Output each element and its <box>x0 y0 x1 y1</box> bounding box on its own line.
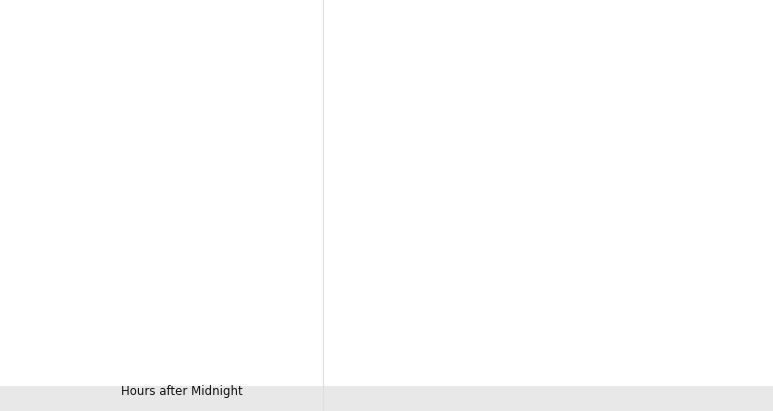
Bar <box>342 366 362 389</box>
Text: ✓: ✓ <box>688 388 698 397</box>
Text: The temperature decreased after 6:00 p.m.: The temperature decreased after 6:00 p.m… <box>373 256 631 269</box>
Text: On this graph, 4:00 p.m. occurs at 16 hours after
midnight, and 6:00 p.m. occurs: On this graph, 4:00 p.m. occurs at 16 ho… <box>342 12 632 93</box>
Text: ✓: ✓ <box>348 372 356 382</box>
Bar <box>342 200 362 222</box>
Text: The temperature increased more quickly between
12:00 p.m. and 4:00 p.m. than bef: The temperature increased more quickly b… <box>373 367 669 396</box>
Bar <box>342 144 362 167</box>
Title: Hourly Temperature: Hourly Temperature <box>104 94 255 107</box>
Text: ✓: ✓ <box>348 150 356 160</box>
Bar <box>342 311 362 333</box>
Text: Luis created the graph below to show the temperature
from 8:00 a.m. (8 hours aft: Luis created the graph below to show the… <box>8 16 332 44</box>
Bar <box>342 255 362 278</box>
Text: Submitted: Submitted <box>709 386 773 399</box>
Text: Hours after Midnight: Hours after Midnight <box>121 385 243 397</box>
Text: The temperature increased until 4:00 p.m.: The temperature increased until 4:00 p.m… <box>373 145 625 158</box>
Y-axis label: Temperature (°F): Temperature (°F) <box>12 184 26 285</box>
Text: ✓: ✓ <box>348 261 356 271</box>
Text: The temperature was not recorded between 4:00 p.m.
and 6:00 p.m.: The temperature was not recorded between… <box>373 201 695 230</box>
Text: −2: −2 <box>55 241 70 251</box>
Circle shape <box>683 383 703 402</box>
Text: The temperature increased and then decreased
before holding constant.: The temperature increased and then decre… <box>373 312 656 341</box>
